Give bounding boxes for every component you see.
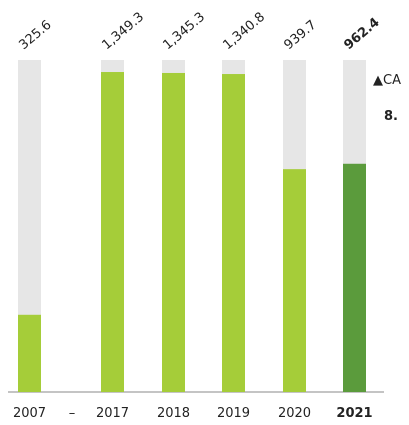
- value-label: 325.6: [16, 18, 54, 53]
- value-label: 939.7: [281, 18, 319, 53]
- x-tick-label: –: [69, 406, 76, 421]
- x-tick-label: 2019: [217, 406, 250, 421]
- bar: [222, 74, 245, 393]
- x-tick-label: 2007: [13, 406, 46, 421]
- x-tick-label: 2020: [278, 406, 311, 421]
- x-tick-label: 2017: [96, 406, 129, 421]
- bar: [18, 314, 41, 392]
- value-label: 962.4: [341, 15, 382, 53]
- bar: [101, 72, 124, 393]
- bar: [162, 72, 185, 393]
- bar: [283, 169, 306, 392]
- bar-background: [18, 60, 41, 392]
- annotation: ▲CA: [373, 73, 401, 88]
- annotation-value: 8.: [384, 109, 398, 124]
- value-label: 1,340.8: [220, 10, 268, 53]
- value-label: 1,349.3: [99, 10, 147, 53]
- value-label: 1,345.3: [160, 10, 208, 53]
- x-tick-label: 2018: [157, 406, 190, 421]
- x-tick-label: 2021: [336, 406, 372, 421]
- bar: [343, 163, 366, 392]
